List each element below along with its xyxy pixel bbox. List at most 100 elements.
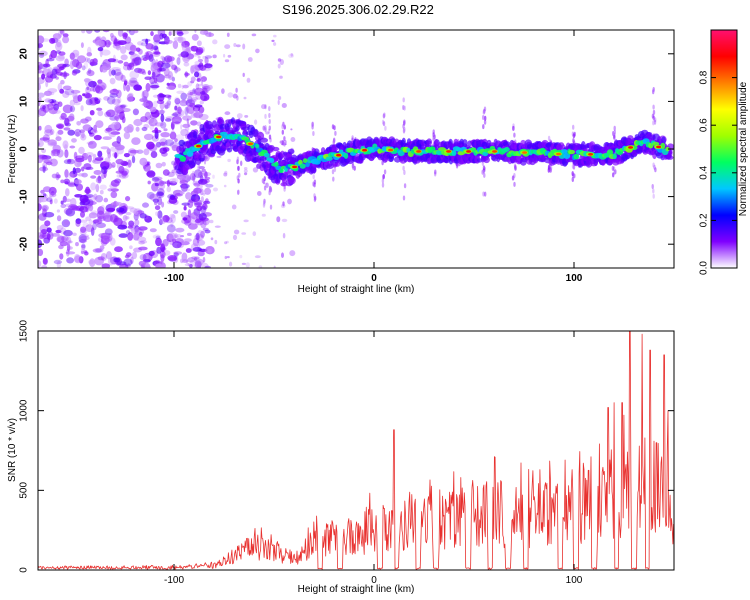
spectrogram-cell (151, 71, 156, 80)
spectrogram-cell (210, 237, 214, 241)
spectrogram-cell (56, 235, 65, 243)
spectrogram-cell (62, 35, 70, 44)
spectrogram-cell (201, 182, 208, 186)
spectrogram-cell (38, 213, 47, 221)
spectrogram-cell (74, 96, 78, 102)
spectrogram-cell (117, 224, 128, 230)
spectrogram-cell (132, 108, 139, 116)
spectrogram-cell (628, 146, 634, 149)
spectrogram-cell (482, 124, 485, 130)
spectrogram-cell (204, 171, 208, 179)
spectrogram-cell (167, 255, 178, 261)
spectrogram-cell (53, 103, 59, 111)
spectrogram-cell (174, 233, 178, 239)
spectrogram-cell (120, 104, 127, 108)
spectrogram-cell (112, 43, 121, 49)
spectrogram-cell (432, 129, 435, 135)
spectrogram-cell (56, 149, 64, 158)
spectrogram-cell (197, 250, 205, 257)
spectrogram-cell (76, 162, 81, 166)
spectrogram-cell (201, 79, 204, 85)
spectrogram-cell (89, 110, 95, 116)
spectrogram-cell (62, 63, 70, 68)
spectrogram-cell (103, 210, 111, 217)
spectrogram-cell (43, 257, 48, 265)
spectrogram-cell (55, 136, 62, 142)
spectrogram-cell (652, 193, 655, 199)
spectrogram-cell (142, 202, 149, 208)
spectrogram-cell (258, 265, 263, 268)
spectrogram-cell (70, 89, 81, 94)
spectrogram-cell (68, 204, 78, 211)
spectrogram-cell (160, 114, 165, 123)
spectrogram-x-ticks: -100 0 100 (164, 30, 583, 284)
spectrogram-cell (110, 179, 120, 187)
spectrogram-cell (273, 265, 276, 268)
spectrogram-cell (212, 174, 215, 179)
spectrogram-cell (154, 127, 158, 133)
spectrogram-cell (103, 96, 110, 101)
spectrogram-cell (242, 43, 246, 50)
spectrogram-cell (179, 99, 188, 107)
spectrogram-cell (255, 48, 260, 54)
spectrogram-cell (51, 173, 58, 179)
spectrogram-cell (141, 71, 147, 75)
spectrogram-cell (118, 172, 129, 179)
spectrogram-cell (62, 140, 69, 149)
spectrogram-cell (112, 88, 117, 93)
spectrogram-cell (117, 60, 124, 64)
spectrogram-cell (82, 93, 86, 97)
spectrogram-cell (241, 232, 247, 235)
spectrogram-cell (325, 156, 333, 161)
spectrogram-cell (120, 74, 126, 82)
spectrogram-cell (271, 39, 275, 43)
spectrogram-cell (129, 44, 137, 53)
spectrogram-cell (278, 168, 284, 173)
spectrogram-cell (67, 182, 76, 188)
spectrogram-cell (61, 235, 69, 242)
spectrogram-cell (192, 170, 195, 177)
spectrogram-cell (174, 96, 180, 103)
spectrogram-cell (277, 99, 280, 106)
spectrogram-cell (224, 241, 228, 245)
spectrogram-cell (39, 137, 50, 141)
spectrogram-cell (112, 152, 119, 158)
spectrogram-cell (138, 240, 145, 245)
spectrogram-cell (612, 131, 615, 136)
spectrogram-cell (174, 121, 181, 124)
spectrogram-cell (202, 256, 206, 263)
spectrogram-cell (665, 146, 670, 152)
colorbar-ticks: 0.0 0.2 0.4 0.6 0.8 (699, 70, 737, 275)
spectrogram-cell (59, 30, 64, 34)
spectrogram-cell (314, 195, 317, 201)
spectrogram-cell (155, 73, 165, 83)
spectrogram-cell (164, 102, 171, 109)
spectrogram-cell (613, 129, 616, 135)
spectrogram-cell (187, 257, 195, 263)
spectrogram-cell (65, 236, 72, 245)
spectrogram-cell (40, 104, 46, 112)
spectrogram-cell (167, 171, 175, 177)
spectrogram-cell (38, 70, 45, 74)
spectrogram-cell (174, 98, 181, 105)
spectrogram-cell (281, 218, 288, 223)
spectrogram-cell (455, 147, 462, 152)
spectrogram-cell (654, 167, 657, 173)
spectrogram-cell (482, 151, 489, 157)
spectrogram-cell (110, 131, 121, 135)
spectrogram-cell (429, 146, 436, 153)
spectrogram-cell (143, 148, 150, 156)
spectrogram-cell (92, 248, 102, 253)
spectrogram-cell (89, 58, 95, 67)
spectrogram-cell (195, 52, 202, 56)
spectrogram-cell (196, 78, 201, 82)
spectrogram-cell (176, 90, 185, 95)
spectrogram-cell (63, 220, 70, 226)
spectrogram-cell (573, 173, 576, 179)
spectrogram-cell (51, 233, 60, 237)
spectrogram-cell (163, 250, 171, 256)
spectrogram-cell (166, 100, 172, 106)
snr-y-tick-label: 1000 (19, 399, 30, 422)
spectrogram-cell (261, 178, 265, 184)
spectrogram-cell (187, 177, 192, 181)
